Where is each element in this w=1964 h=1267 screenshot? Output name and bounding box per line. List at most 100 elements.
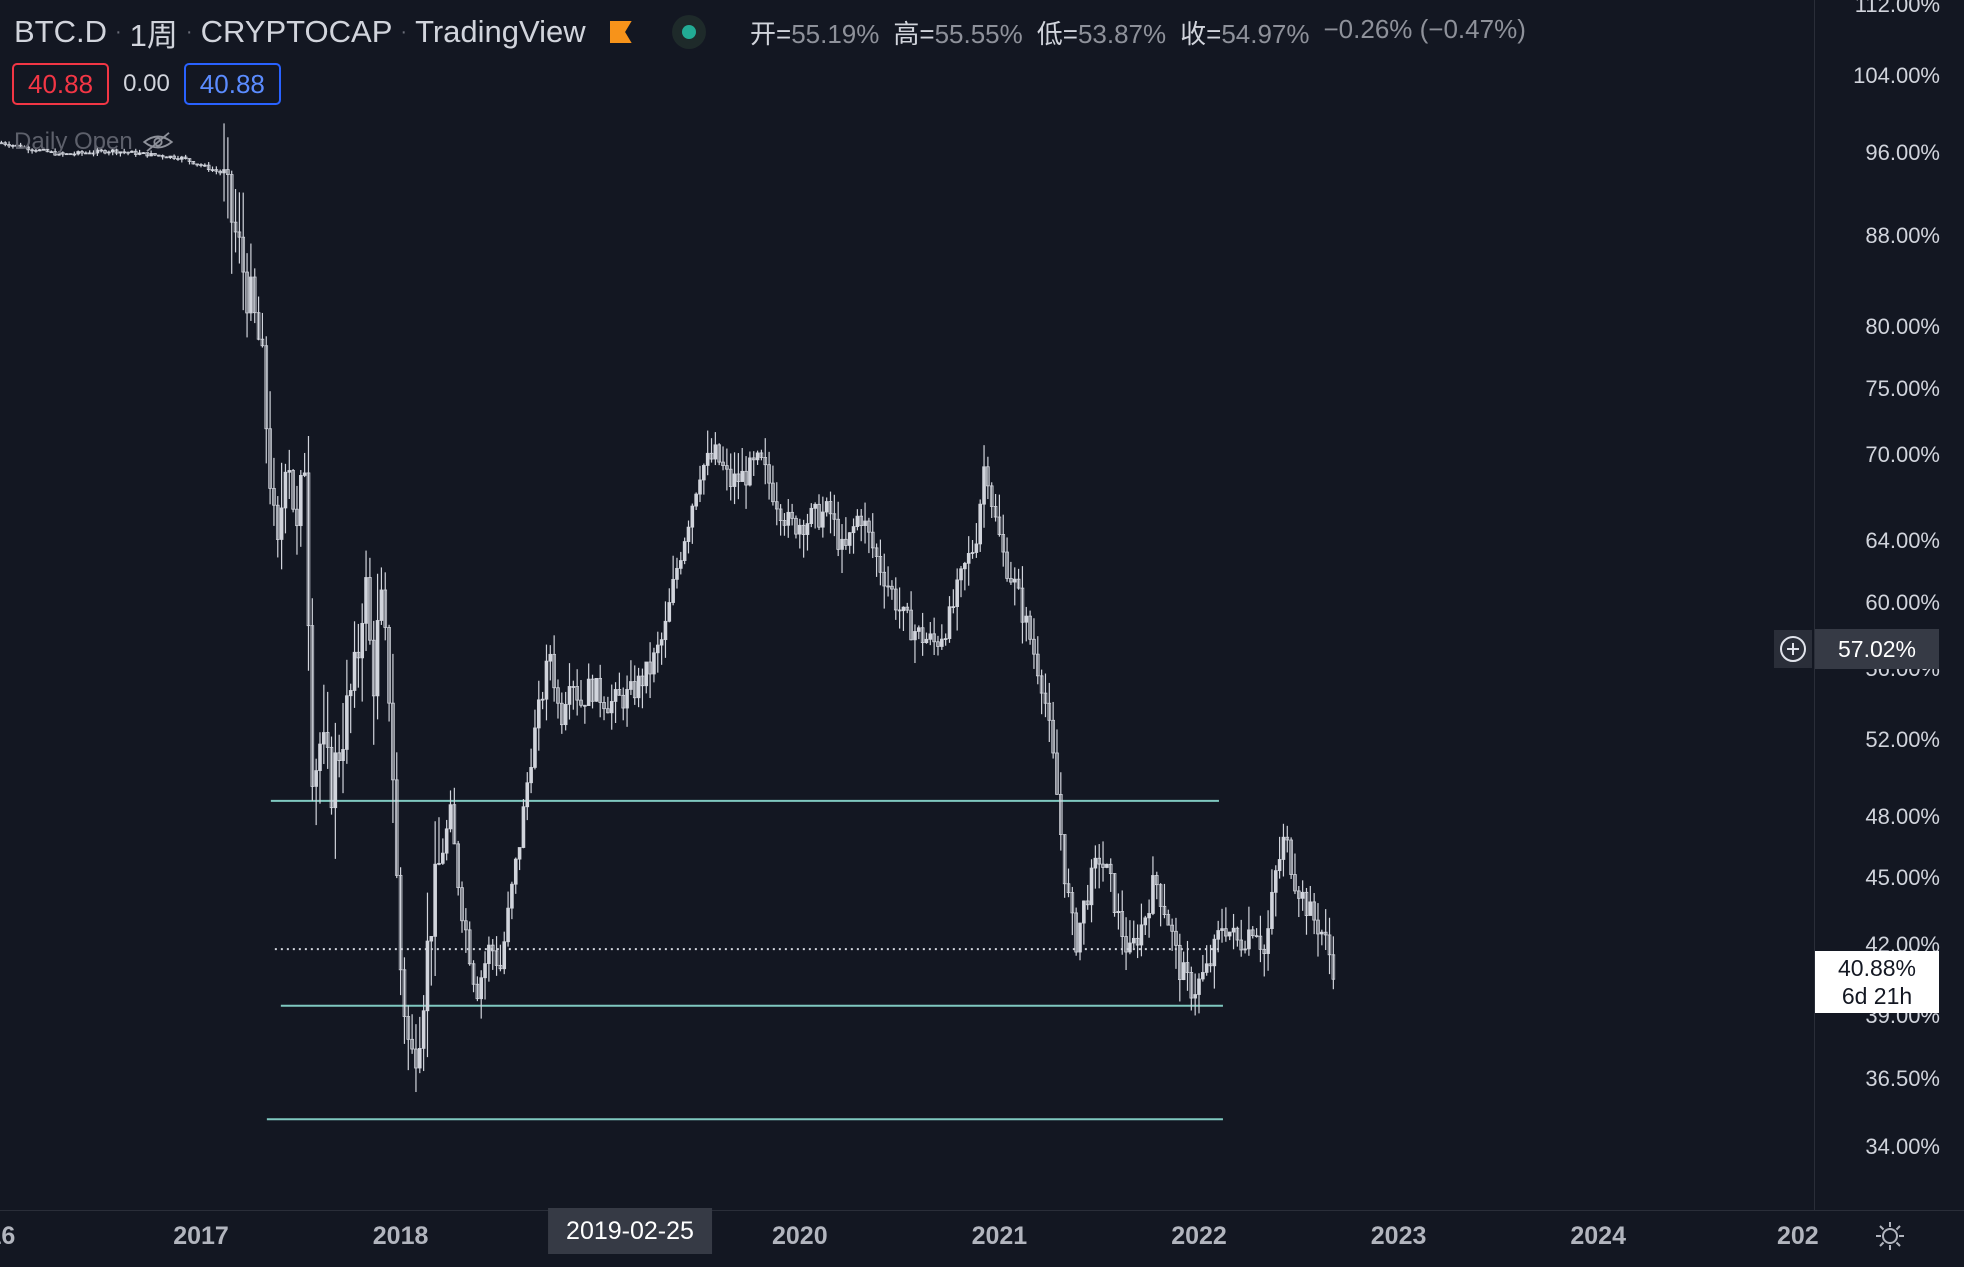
flag-icon[interactable]: [610, 21, 632, 43]
candle: [268, 391, 272, 505]
candle: [402, 957, 407, 1044]
candle: [99, 147, 104, 153]
time-tick-label: 2022: [1171, 1222, 1227, 1250]
buy-button[interactable]: 40.88: [183, 63, 281, 105]
candle: [1185, 940, 1190, 991]
candle: [222, 123, 226, 202]
candle: [1166, 909, 1171, 926]
candle: [675, 557, 679, 589]
candle: [180, 155, 184, 163]
candle: [325, 691, 330, 769]
candle: [544, 644, 549, 721]
candle: [828, 491, 833, 534]
market-status-icon[interactable]: [671, 15, 706, 49]
candle: [1262, 944, 1267, 977]
candle: [1270, 869, 1274, 935]
candle: [663, 601, 668, 658]
candle: [126, 151, 130, 156]
candle: [1082, 900, 1086, 945]
time-tick-label: 2017: [173, 1222, 229, 1250]
hidden-eye-icon[interactable]: [141, 131, 175, 153]
price-tick-label: 104.00%: [1853, 62, 1940, 88]
candle: [690, 503, 695, 544]
ohlc-values: 开=55.19% 高=55.55% 低=53.87% 收=54.97% −0.2…: [750, 14, 1526, 51]
candle: [406, 1005, 411, 1071]
candle: [191, 161, 196, 165]
candle: [352, 621, 357, 708]
candle: [909, 591, 913, 641]
time-tick-label: 2021: [971, 1222, 1028, 1250]
candle: [636, 667, 641, 708]
low-label: 低=: [1036, 19, 1078, 49]
candle: [398, 867, 403, 996]
add-alert-button[interactable]: [1774, 630, 1812, 668]
candle: [801, 519, 806, 558]
candle: [368, 557, 372, 645]
source-label: TradingView: [415, 14, 586, 49]
candle: [1327, 917, 1332, 975]
symbol-name[interactable]: BTC.D: [14, 14, 107, 49]
candle: [1128, 920, 1132, 955]
candle: [709, 438, 714, 463]
candle: [322, 684, 326, 765]
indicator-legend[interactable]: Daily Open: [14, 128, 175, 156]
candle: [1055, 729, 1059, 795]
candle: [195, 163, 199, 167]
candle: [1197, 973, 1201, 1014]
candle: [333, 722, 338, 859]
candle: [905, 602, 910, 614]
candle: [45, 148, 50, 153]
candle: [640, 668, 645, 709]
crosshair-price-label: 57.02%: [1815, 629, 1939, 669]
settings-gear-icon[interactable]: [1874, 1220, 1906, 1252]
candle: [778, 504, 783, 536]
separator-dot: ·: [185, 20, 193, 43]
candle: [621, 687, 626, 721]
candle: [978, 499, 983, 552]
candle: [1258, 915, 1263, 963]
candle: [364, 550, 368, 652]
candle: [114, 148, 119, 156]
candle: [1289, 837, 1293, 879]
candle: [237, 192, 242, 264]
candle: [1193, 973, 1197, 1016]
candle: [1297, 885, 1301, 918]
candle: [1009, 561, 1013, 585]
candle: [1235, 926, 1240, 947]
separator-dot: ·: [400, 20, 408, 43]
candle: [18, 142, 23, 149]
candle: [824, 497, 829, 517]
candle: [1316, 903, 1320, 957]
candle: [30, 148, 34, 154]
candle: [241, 192, 246, 311]
candle: [629, 660, 633, 695]
interval-label[interactable]: 1周: [129, 17, 178, 53]
candle: [49, 150, 54, 154]
price-tick-label: 45.00%: [1865, 865, 1940, 891]
candle: [1170, 918, 1174, 951]
candle: [14, 144, 19, 148]
candle: [91, 150, 96, 157]
candle: [295, 485, 299, 555]
candle: [517, 847, 522, 871]
candle: [732, 452, 737, 505]
candle: [214, 166, 219, 175]
candle: [552, 635, 556, 702]
candle: [1005, 537, 1009, 582]
candle: [1085, 884, 1090, 910]
price-tick-label: 48.00%: [1865, 803, 1940, 829]
sell-button[interactable]: 40.88: [12, 63, 110, 105]
plus-circle-icon: [1780, 636, 1806, 662]
candle: [26, 143, 31, 154]
candle: [1243, 940, 1247, 954]
symbol-header[interactable]: BTC.D · 1周 · CRYPTOCAP · TradingView: [14, 10, 706, 54]
candle: [966, 536, 971, 586]
candle: [513, 857, 518, 894]
time-axis[interactable]: [0, 1210, 1964, 1267]
candle: [1231, 913, 1236, 950]
price-axis[interactable]: [1814, 0, 1964, 1210]
candle: [774, 482, 779, 526]
candle: [37, 148, 42, 152]
price-tick-label: 36.50%: [1865, 1066, 1940, 1092]
